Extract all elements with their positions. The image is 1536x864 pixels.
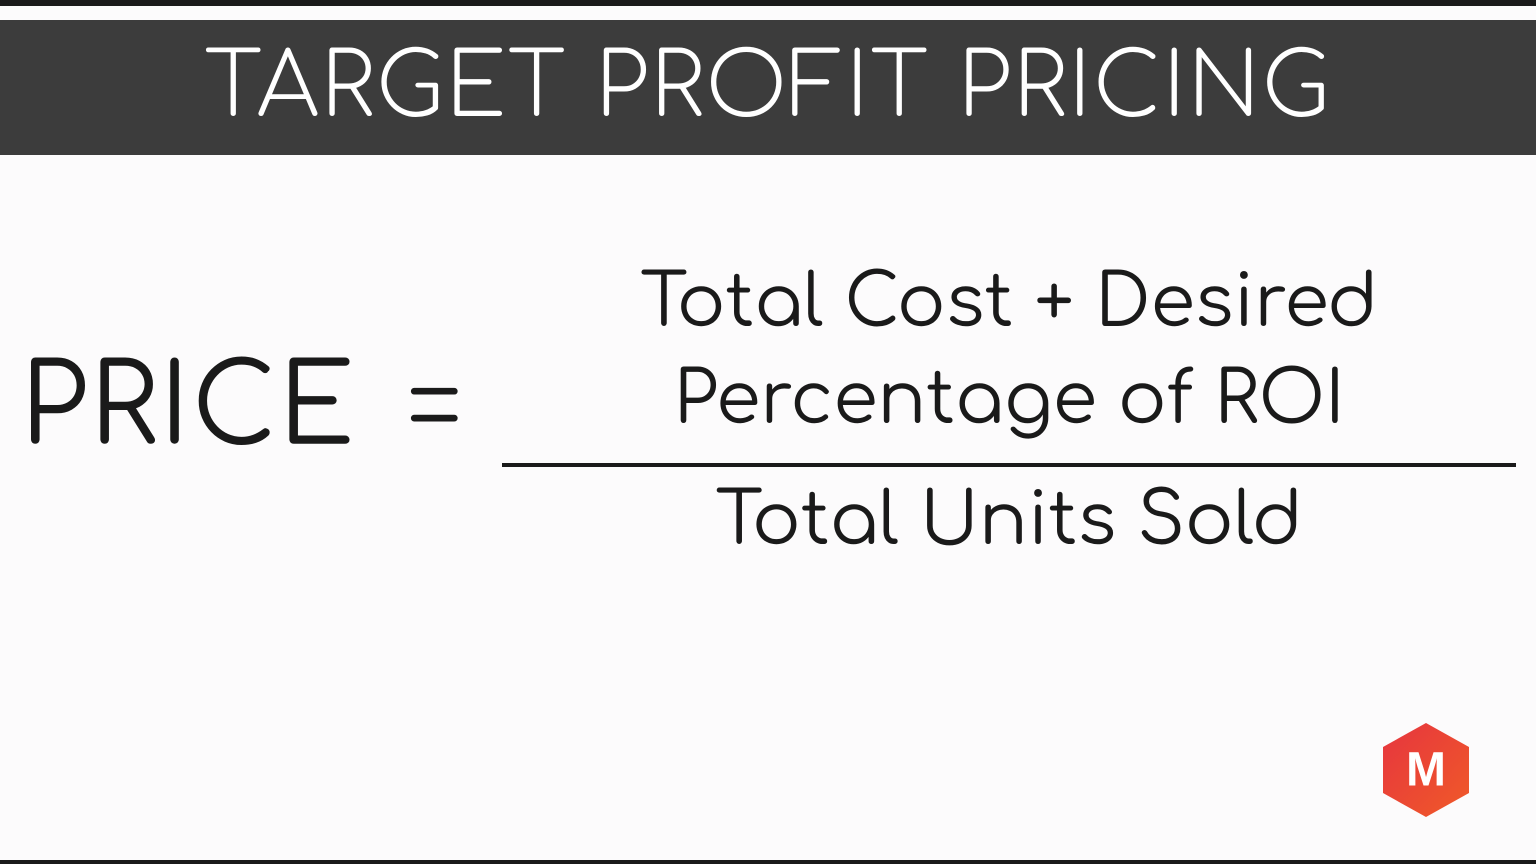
- title-bar: TARGET PROFIT PRICING: [0, 20, 1536, 155]
- logo-letter: M: [1406, 743, 1446, 798]
- brand-logo: M: [1376, 720, 1476, 820]
- formula-fraction: Total Cost + Desired Percentage of ROI T…: [502, 255, 1516, 561]
- formula-equals: =: [406, 347, 462, 470]
- formula-lhs: PRICE: [20, 347, 356, 470]
- formula-container: PRICE = Total Cost + Desired Percentage …: [0, 155, 1536, 561]
- formula-denominator: Total Units Sold: [716, 467, 1303, 561]
- page-title: TARGET PROFIT PRICING: [205, 38, 1332, 137]
- numerator-line-1: Total Cost + Desired: [640, 255, 1378, 352]
- formula-numerator: Total Cost + Desired Percentage of ROI: [640, 255, 1378, 463]
- numerator-line-2: Percentage of ROI: [640, 352, 1378, 449]
